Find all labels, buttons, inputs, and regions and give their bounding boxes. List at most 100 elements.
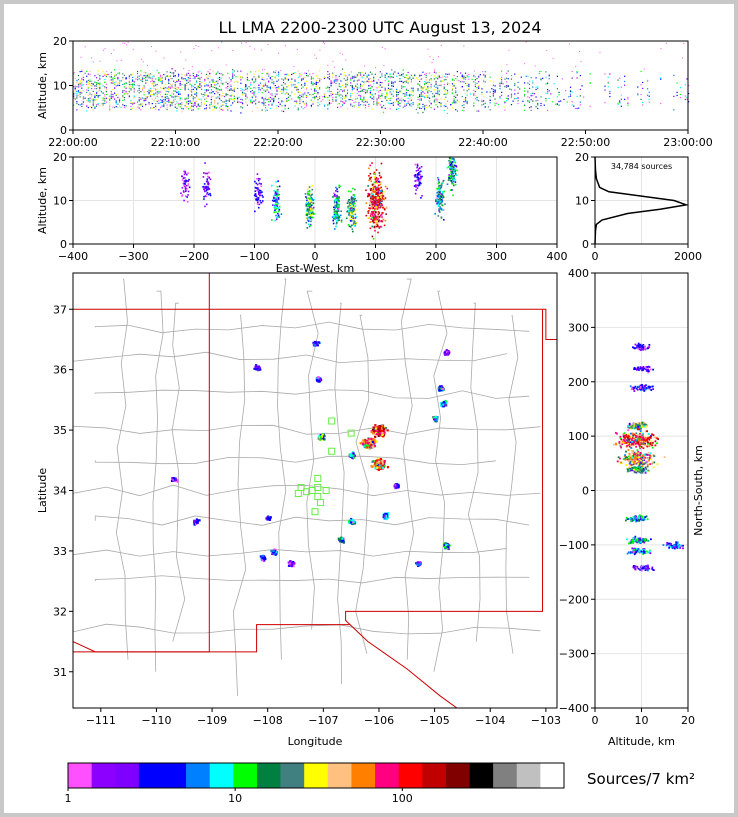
source-cell: [351, 209, 354, 211]
source-point: [114, 92, 116, 94]
source-cell: [254, 193, 257, 195]
source-cell: [183, 170, 186, 173]
source-point: [141, 87, 144, 89]
source-point: [197, 84, 199, 87]
source-point: [379, 71, 381, 73]
source-point: [76, 97, 78, 99]
source-point: [464, 72, 467, 74]
source-point: [373, 89, 375, 91]
source-point: [214, 84, 216, 86]
source-point: [185, 59, 187, 61]
source-point: [405, 89, 408, 91]
source-point: [199, 86, 201, 89]
source-point: [510, 78, 513, 80]
source-point: [399, 105, 401, 107]
source-cell: [349, 207, 352, 210]
source-cell: [376, 224, 379, 226]
source-point: [158, 77, 160, 79]
source-point: [73, 73, 75, 75]
source-cell: [419, 178, 422, 181]
source-point: [199, 81, 201, 83]
source-point: [150, 89, 152, 91]
source-point: [524, 63, 526, 65]
source-point: [296, 49, 298, 51]
source-point: [566, 101, 568, 103]
source-point: [82, 103, 85, 105]
source-point: [225, 93, 227, 96]
source-point: [546, 88, 549, 91]
source-point: [492, 95, 495, 97]
source-point: [360, 98, 362, 101]
y-tick-label: 0: [60, 124, 67, 137]
source-point: [350, 77, 352, 79]
source-cell: [376, 192, 379, 195]
source-point: [169, 101, 171, 103]
source-cell: [206, 172, 209, 175]
source-point: [389, 103, 391, 105]
source-cell: [312, 199, 315, 202]
source-point: [315, 96, 317, 99]
county-boundary: [277, 278, 287, 660]
source-point: [307, 75, 309, 77]
source-point: [104, 78, 106, 81]
source-point: [327, 103, 329, 106]
source-point: [255, 70, 257, 73]
source-cell: [377, 180, 380, 183]
source-cell: [370, 213, 372, 216]
source-point: [138, 85, 140, 87]
source-cell: [336, 188, 338, 190]
source-cell: [353, 209, 356, 211]
source-point: [184, 87, 186, 89]
source-point: [163, 87, 165, 90]
source-point: [464, 99, 467, 101]
source-point: [225, 105, 227, 107]
source-point: [168, 89, 170, 91]
source-cell: [448, 174, 450, 176]
source-point: [169, 94, 171, 97]
source-point: [535, 77, 537, 79]
source-point: [320, 78, 322, 81]
source-point: [499, 97, 501, 99]
source-point: [287, 74, 290, 76]
source-point: [258, 101, 260, 103]
source-cell: [420, 182, 422, 185]
source-point: [225, 103, 227, 105]
source-cell: [256, 189, 258, 191]
source-cell: [259, 191, 261, 194]
source-point: [210, 101, 212, 103]
source-cell: [420, 165, 423, 168]
source-point: [258, 88, 260, 91]
source-point: [253, 76, 255, 78]
source-cell: [369, 178, 371, 180]
source-point: [353, 80, 355, 82]
source-point: [492, 90, 495, 93]
source-cell: [355, 199, 358, 202]
source-point: [463, 78, 465, 80]
source-point: [314, 92, 316, 94]
source-point: [291, 98, 293, 100]
source-point: [332, 60, 334, 62]
source-point: [146, 97, 148, 99]
source-cell: [377, 194, 379, 197]
source-point: [445, 93, 447, 95]
source-point: [540, 96, 542, 98]
source-point: [73, 93, 75, 95]
source-point: [569, 93, 572, 95]
source-point: [105, 89, 107, 91]
source-point: [189, 76, 191, 78]
source-point: [228, 99, 230, 101]
source-cell: [441, 204, 444, 207]
source-cell: [352, 217, 355, 220]
source-point: [510, 104, 513, 106]
source-point: [87, 73, 89, 75]
source-point: [456, 80, 458, 82]
source-point: [240, 106, 242, 108]
source-cell: [310, 208, 313, 210]
source-point: [430, 84, 432, 86]
source-point: [548, 74, 550, 76]
source-point: [110, 73, 112, 75]
source-point: [97, 79, 99, 82]
source-point: [191, 94, 193, 96]
source-point: [95, 85, 98, 87]
